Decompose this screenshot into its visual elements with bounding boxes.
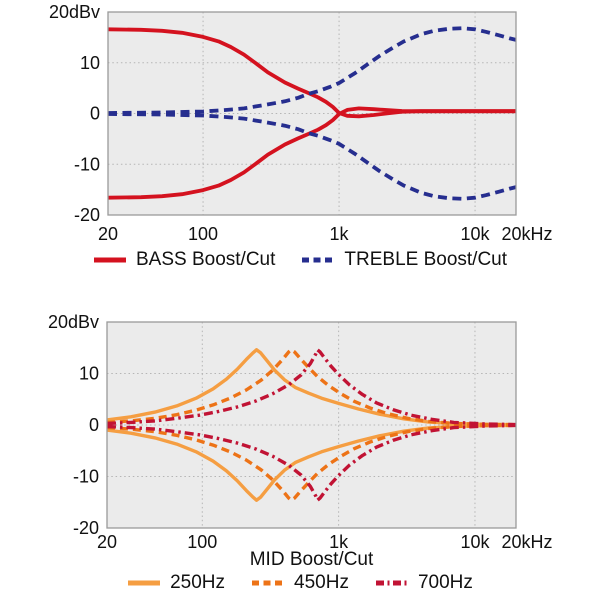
x-tick-label: 100 <box>187 532 217 552</box>
curve-mid-450-cut <box>106 423 517 502</box>
legend-swatch-line <box>128 580 161 586</box>
curve-treble-boost <box>107 26 517 115</box>
x-tick-label: 10k <box>461 224 491 244</box>
curve-mid-700-boost <box>106 348 517 427</box>
y-tick-label: 20dBv <box>49 2 100 22</box>
x-tick-label: 20 <box>97 532 117 552</box>
legend-swatch-line <box>375 580 408 586</box>
legend-label: 250Hz <box>170 572 226 593</box>
plot-frame <box>107 11 517 216</box>
curve-mid-450-boost <box>106 348 517 427</box>
legend-label: BASS Boost/Cut <box>135 249 276 270</box>
x-tick-label: 10k <box>460 532 490 552</box>
x-tick-label: 20kHz <box>501 532 552 552</box>
series-group <box>106 348 517 502</box>
legend-label: TREBLE Boost/Cut <box>344 249 508 270</box>
mid-legend: 250Hz 450Hz 700Hz <box>0 572 600 594</box>
y-tick-label: 0 <box>89 415 99 435</box>
x-tick-label: 1k <box>330 224 350 244</box>
legend-item-450hz: 450Hz <box>251 572 349 594</box>
y-tick-label: 10 <box>79 364 99 384</box>
y-tick-label: 0 <box>90 104 100 124</box>
x-tick-label: 1k <box>329 532 349 552</box>
legend-item-treble-boost-cut: TREBLE Boost/Cut <box>301 249 507 271</box>
y-tick-label: -10 <box>73 467 99 487</box>
bass-treble-legend: BASS Boost/Cut TREBLE Boost/Cut <box>0 249 600 271</box>
legend-item-250hz: 250Hz <box>127 572 225 594</box>
x-tick-label: 100 <box>188 224 218 244</box>
y-tick-label: -20 <box>74 205 100 225</box>
curve-bass-cut <box>107 106 516 200</box>
legend-swatch-line <box>252 580 285 586</box>
y-tick-label: -10 <box>74 154 100 174</box>
plot-frame <box>106 321 517 529</box>
x-tick-label: 20 <box>98 224 118 244</box>
legend-item-700hz: 700Hz <box>375 572 473 594</box>
x-tick-label: 20kHz <box>501 224 552 244</box>
y-tick-label: -20 <box>73 518 99 538</box>
legend-swatch-line <box>302 257 335 263</box>
curve-mid-700-cut <box>106 423 517 502</box>
y-tick-label: 10 <box>80 53 100 73</box>
legend-label: 700Hz <box>417 572 473 593</box>
legend-swatch-line <box>93 257 126 263</box>
x-axis-title: MID Boost/Cut <box>250 549 374 570</box>
y-tick-label: 20dBv <box>48 312 99 332</box>
series-group <box>107 26 517 201</box>
curve-mid-250-cut <box>106 423 517 502</box>
legend-label: 450Hz <box>294 572 349 593</box>
legend-item-bass-boost-cut: BASS Boost/Cut <box>93 249 275 271</box>
curve-treble-cut <box>107 112 517 201</box>
curve-mid-250-boost <box>106 348 517 427</box>
